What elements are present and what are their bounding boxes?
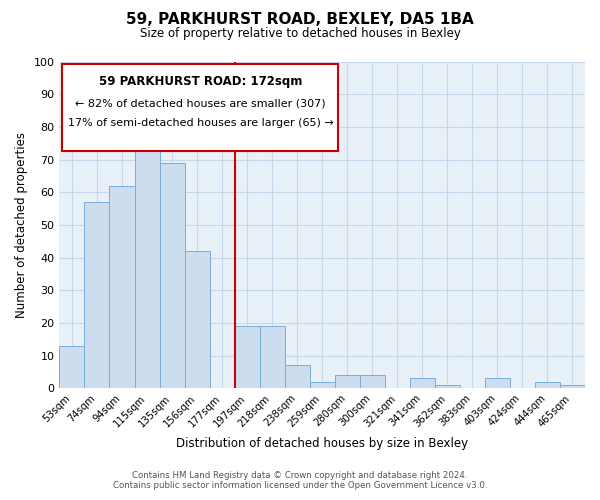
Text: Contains public sector information licensed under the Open Government Licence v3: Contains public sector information licen… xyxy=(113,481,487,490)
Bar xyxy=(485,378,510,388)
Text: Size of property relative to detached houses in Bexley: Size of property relative to detached ho… xyxy=(140,28,460,40)
Bar xyxy=(335,375,360,388)
Bar xyxy=(185,251,209,388)
Bar xyxy=(109,186,134,388)
Bar xyxy=(410,378,435,388)
Bar xyxy=(85,202,109,388)
Bar xyxy=(160,163,185,388)
Y-axis label: Number of detached properties: Number of detached properties xyxy=(15,132,28,318)
Bar xyxy=(235,326,260,388)
Text: 17% of semi-detached houses are larger (65) →: 17% of semi-detached houses are larger (… xyxy=(68,118,333,128)
Bar xyxy=(535,382,560,388)
Bar xyxy=(284,366,310,388)
X-axis label: Distribution of detached houses by size in Bexley: Distribution of detached houses by size … xyxy=(176,437,468,450)
Bar xyxy=(59,346,85,388)
Text: ← 82% of detached houses are smaller (307): ← 82% of detached houses are smaller (30… xyxy=(75,98,326,108)
Text: 59, PARKHURST ROAD, BEXLEY, DA5 1BA: 59, PARKHURST ROAD, BEXLEY, DA5 1BA xyxy=(126,12,474,28)
Bar xyxy=(560,385,585,388)
Bar xyxy=(260,326,284,388)
Bar xyxy=(134,140,160,388)
Text: Contains HM Land Registry data © Crown copyright and database right 2024.: Contains HM Land Registry data © Crown c… xyxy=(132,471,468,480)
Bar xyxy=(360,375,385,388)
Bar xyxy=(310,382,335,388)
Text: 59 PARKHURST ROAD: 172sqm: 59 PARKHURST ROAD: 172sqm xyxy=(99,75,302,88)
Bar xyxy=(435,385,460,388)
